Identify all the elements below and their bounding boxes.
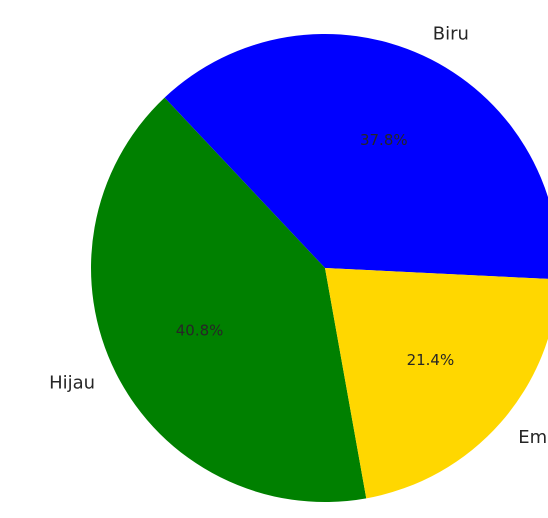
pie-slices bbox=[91, 34, 548, 502]
pie-percent-label-emas: 21.4% bbox=[407, 351, 455, 369]
pie-category-label-hijau: Hijau bbox=[49, 373, 95, 394]
pie-labels: 37.8% Biru 40.8% Hijau 21.4% Emas bbox=[49, 23, 548, 448]
pie-category-label-emas: Emas bbox=[518, 427, 548, 448]
pie-percent-label-hijau: 40.8% bbox=[176, 322, 224, 340]
pie-slice-biru bbox=[164, 34, 548, 279]
pie-slice-emas bbox=[325, 268, 548, 499]
pie-percent-label-biru: 37.8% bbox=[360, 131, 408, 149]
pie-slice-hijau bbox=[91, 97, 367, 502]
pie-category-label-biru: Biru bbox=[433, 23, 469, 44]
